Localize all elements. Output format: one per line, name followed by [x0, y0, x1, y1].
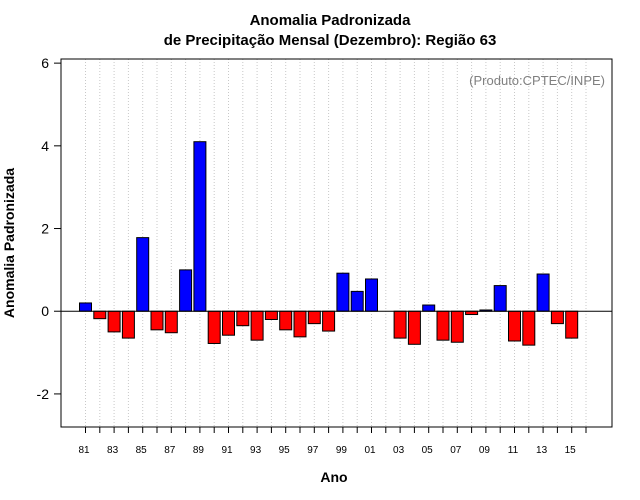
x-tick-label: 03 [393, 445, 405, 456]
bar-2007 [450, 310, 464, 343]
bar-1989 [193, 141, 207, 312]
x-tick-label: 95 [279, 445, 291, 456]
x-tick-label: 87 [164, 445, 176, 456]
bar-1999 [336, 272, 350, 312]
bar-1994 [264, 310, 278, 320]
bars [79, 141, 579, 346]
bar-1995 [279, 310, 293, 331]
bar-2010 [493, 285, 507, 312]
bar-2004 [407, 310, 421, 345]
x-tick-label: 93 [250, 445, 262, 456]
bar-1991 [222, 310, 235, 336]
x-tick-label: 11 [508, 445, 519, 456]
x-tick-label: 81 [78, 445, 90, 456]
x-tick-label: 13 [536, 445, 548, 456]
x-tick-label: 83 [107, 445, 119, 456]
bar-1982 [93, 310, 107, 320]
bar-1990 [207, 310, 221, 344]
bar-1996 [293, 310, 307, 338]
bar-1984 [121, 310, 135, 339]
chart-subtitle: de Precipitação Mensal (Dezembro): Regiã… [164, 32, 497, 49]
x-tick-label: 05 [422, 445, 434, 456]
plot-frame [60, 58, 613, 428]
x-tick-label: 07 [450, 445, 462, 456]
x-axis: 81 83 85 87 89 91 93 95 97 99 01 03 05 07 09 11 13 15 [78, 427, 587, 456]
bar-2012 [522, 310, 536, 346]
y-tick-label: 6 [41, 55, 49, 71]
y-tick-label: 2 [41, 221, 49, 237]
x-tick-label: 09 [479, 445, 491, 456]
credit-text: (Produto:CPTEC/INPE) [469, 73, 605, 88]
x-tick-label: 15 [565, 445, 577, 456]
x-tick-label: 85 [136, 445, 148, 456]
bar-1981 [79, 302, 92, 312]
bar-1985 [136, 237, 150, 312]
x-tick-label: 01 [364, 445, 376, 456]
x-tick-label: 99 [336, 445, 348, 456]
bar-2001 [365, 278, 378, 312]
chart-title: Anomalia Padronizada [250, 12, 412, 29]
bar-2003 [393, 310, 407, 339]
bar-1992 [236, 310, 250, 327]
bar-1987 [164, 310, 178, 334]
bar-1986 [150, 310, 164, 331]
y-axis: -2 0 2 4 6 [37, 55, 61, 402]
x-tick-label: 89 [193, 445, 205, 456]
bar-2013 [536, 273, 550, 312]
bar-1988 [179, 269, 193, 312]
bar-2011 [508, 310, 521, 342]
bar-2015 [565, 310, 579, 339]
bar-2014 [550, 310, 564, 325]
y-tick-label: 4 [41, 138, 49, 154]
bar-1998 [322, 310, 336, 332]
y-tick-label: 0 [41, 303, 49, 319]
x-axis-label: Ano [320, 469, 347, 485]
bar-2000 [350, 290, 364, 312]
y-tick-label: -2 [37, 386, 50, 402]
bar-2006 [436, 310, 450, 341]
bar-1993 [250, 310, 264, 341]
bar-2005 [422, 304, 436, 312]
y-axis-label: Anomalia Padronizada [1, 168, 17, 318]
x-tick-label: 91 [221, 445, 233, 456]
grid-lines [85, 59, 587, 427]
bar-1983 [107, 310, 121, 333]
x-tick-label: 97 [307, 445, 319, 456]
bar-1997 [307, 310, 321, 325]
